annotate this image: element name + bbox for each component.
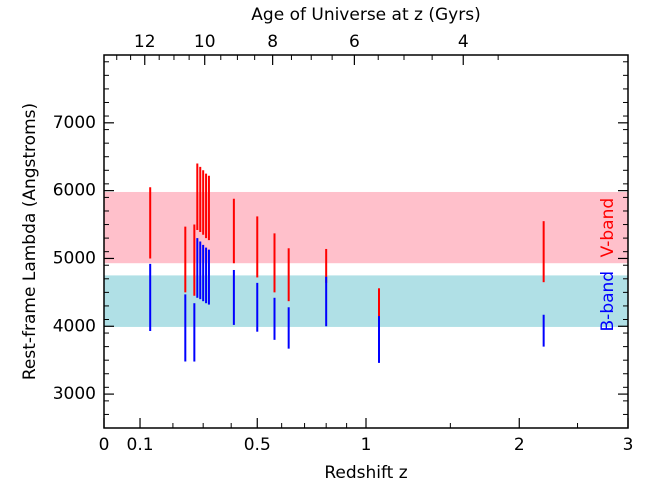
x-tick-label-5: 3: [623, 435, 634, 455]
band-label-b: B-band: [598, 271, 618, 332]
top-tick-label-0: 12: [134, 32, 156, 52]
x-tick-label-3: 1: [361, 435, 372, 455]
plot-frame: [103, 54, 629, 429]
y-tick-label-4: 7000: [53, 113, 96, 133]
band-b: [104, 275, 628, 327]
x-tick-label-1: 0.1: [127, 435, 154, 455]
top-tick-label-4: 4: [458, 32, 469, 52]
top-tick-label-1: 10: [194, 32, 216, 52]
bands-layer: [104, 191, 628, 327]
y-tick-label-3: 6000: [53, 181, 96, 201]
bars-layer: [149, 163, 545, 363]
labels-layer: V-band B-band 3000 4000 5000 6000 7000 0 0.1 0.5 1…: [53, 32, 634, 455]
top-tick-label-2: 8: [267, 32, 278, 52]
x-axis-label: Redshift z: [324, 463, 407, 483]
y-tick-label-1: 4000: [53, 316, 96, 336]
band-label-v: V-band: [598, 198, 618, 258]
top-axis-label: Age of Universe at z (Gyrs): [251, 5, 480, 25]
y-tick-label-2: 5000: [53, 248, 96, 268]
ticks-layer: [103, 55, 629, 429]
x-tick-label-4: 2: [514, 435, 525, 455]
top-tick-label-3: 6: [349, 32, 360, 52]
x-tick-label-2: 0.5: [244, 435, 271, 455]
y-axis-label: Rest-frame Lambda (Angstroms): [20, 103, 40, 380]
y-tick-label-0: 3000: [53, 384, 96, 404]
band-v: [104, 191, 628, 264]
x-tick-label-0: 0: [99, 435, 110, 455]
